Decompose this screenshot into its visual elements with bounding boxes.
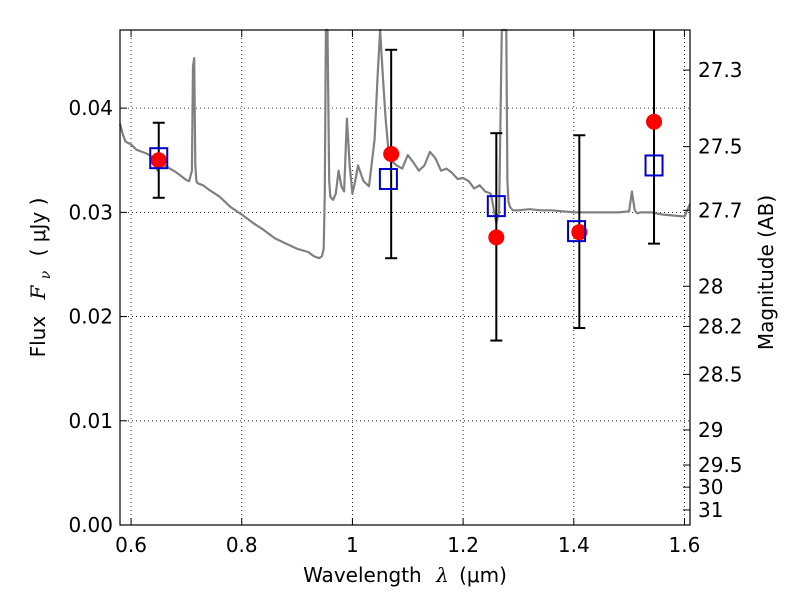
model-photometry-point <box>644 154 664 177</box>
observed-point <box>571 224 588 241</box>
y2-axis-title: Magnitude (AB) <box>754 195 778 350</box>
grid <box>120 30 690 525</box>
x-axis-title-prefix: Wavelength <box>303 563 422 587</box>
x-axis-title-symbol: λ <box>435 563 449 587</box>
observed-point <box>150 152 167 169</box>
model-photometry-point <box>567 220 587 243</box>
y2-tick-label: 29 <box>698 418 723 442</box>
x-axis-title: Wavelength λ (μm) <box>303 563 507 587</box>
y-axis-title-unit: ( μJy ) <box>26 198 50 257</box>
y2-tick-label: 27.7 <box>698 198 743 222</box>
y-tick-label: 0.03 <box>68 200 113 224</box>
y2-tick-label: 27.3 <box>698 58 743 82</box>
y2-tick-label: 28 <box>698 274 723 298</box>
model-photometry-points <box>149 147 664 243</box>
x-axis-title-unit: (μm) <box>459 563 507 587</box>
y2-tick-label: 31 <box>698 498 723 522</box>
x-tick-label: 1.6 <box>669 533 701 557</box>
model-sed-path <box>118 28 692 260</box>
x-tick-label: 1.2 <box>447 533 479 557</box>
y-axis-title-subscript: ν <box>38 270 54 279</box>
model-photometry-point <box>149 147 169 170</box>
y2-tick-label: 29.5 <box>698 453 743 477</box>
y-tick-label: 0.04 <box>68 96 113 120</box>
y2-tick-label: 30 <box>698 475 723 499</box>
y-axis-title-symbol: F <box>26 284 50 300</box>
x-tick-label: 0.6 <box>115 533 147 557</box>
y-tick-label: 0.02 <box>68 305 113 329</box>
observed-point <box>646 113 663 130</box>
plot-area <box>120 30 690 525</box>
y-axis-title: Flux F ν ( μJy ) <box>26 198 55 358</box>
x-tick-label: 1 <box>346 533 359 557</box>
y2-tick-label: 27.5 <box>698 135 743 159</box>
x-tick-label: 0.8 <box>226 533 258 557</box>
model-photometry-point <box>378 168 398 191</box>
observed-points <box>150 113 663 246</box>
y-axis-ticks: 0.00 0.01 0.02 0.03 0.04 <box>68 96 127 537</box>
y2-tick-label: 28.2 <box>698 314 743 338</box>
observed-point <box>383 146 400 163</box>
observed-point <box>488 229 505 246</box>
plot-frame <box>119 29 691 526</box>
x-axis-ticks: 0.6 0.8 1 1.2 1.4 1.6 <box>115 30 700 557</box>
y2-tick-label: 28.5 <box>698 362 743 386</box>
model-photometry-point <box>486 195 506 218</box>
y-tick-label: 0.00 <box>68 513 113 537</box>
x-tick-label: 1.4 <box>558 533 590 557</box>
y-axis-title-prefix: Flux <box>26 316 50 358</box>
model-sed-line <box>118 28 692 260</box>
y-tick-label: 0.01 <box>68 409 113 433</box>
